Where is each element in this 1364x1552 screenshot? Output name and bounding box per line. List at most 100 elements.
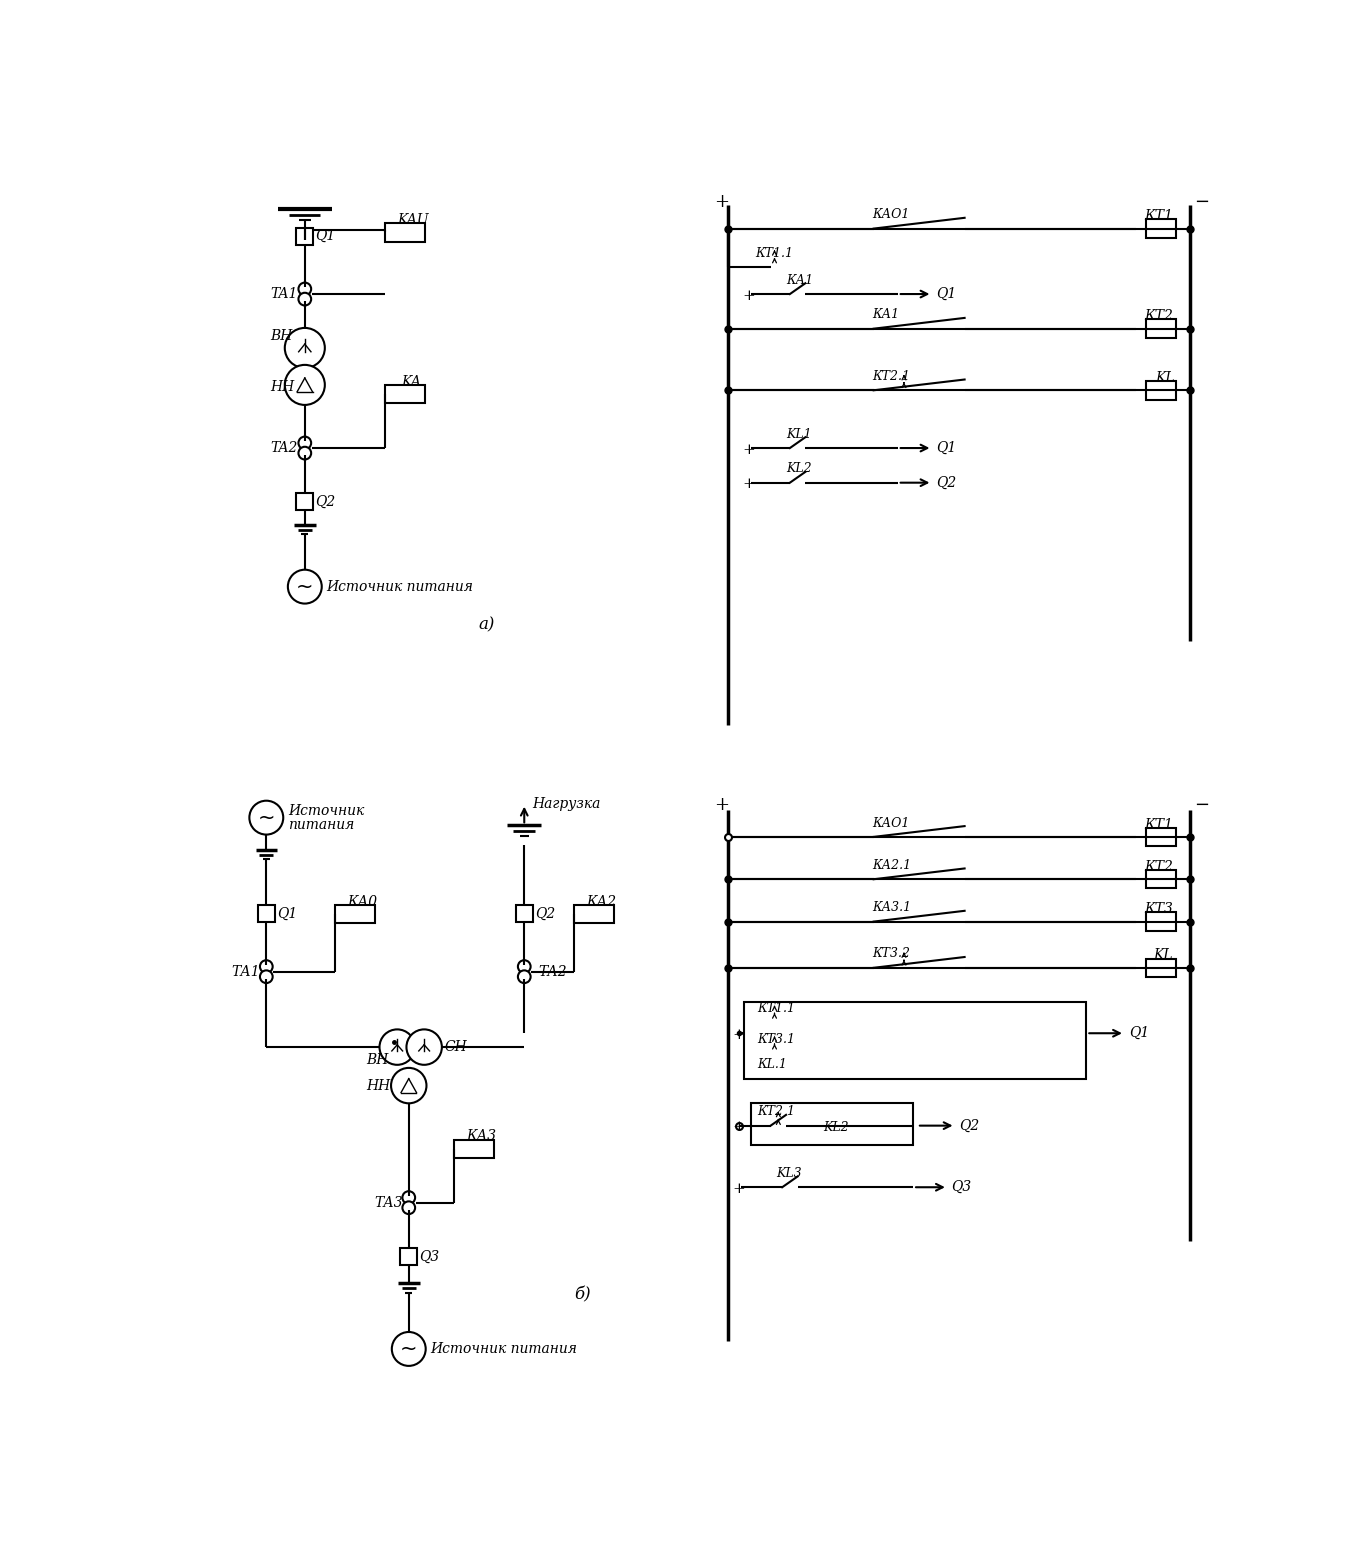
Bar (296, 228, 314, 245)
Circle shape (406, 1029, 442, 1065)
Text: Q3: Q3 (420, 1249, 439, 1263)
Text: ТА2: ТА2 (539, 965, 567, 979)
Bar (516, 905, 533, 922)
Text: +: + (732, 1121, 745, 1135)
Text: КТ2: КТ2 (1144, 309, 1173, 323)
Text: КТ2.1: КТ2.1 (872, 369, 910, 383)
Text: +: + (732, 1181, 745, 1195)
Text: −: − (1194, 796, 1210, 815)
Text: КТ1: КТ1 (1144, 210, 1173, 223)
Text: КТ1: КТ1 (1144, 818, 1173, 832)
Text: КА0: КА0 (348, 894, 378, 908)
Text: КL.1: КL.1 (757, 1057, 787, 1071)
Text: TA1: TA1 (270, 287, 297, 301)
Text: KL3: KL3 (776, 1167, 802, 1180)
Bar (400, 1248, 417, 1265)
Text: КТ1.1: КТ1.1 (756, 247, 794, 259)
Circle shape (288, 570, 322, 604)
Text: СН: СН (445, 1040, 468, 1054)
Text: а): а) (477, 616, 494, 633)
Text: ~: ~ (296, 577, 314, 596)
Text: KL1: KL1 (786, 428, 812, 441)
Bar (1146, 219, 1176, 237)
Circle shape (261, 970, 273, 982)
Bar (385, 223, 426, 242)
Text: питания: питания (288, 818, 355, 832)
Text: +: + (732, 1027, 745, 1041)
Text: ~: ~ (400, 1339, 417, 1360)
Bar (296, 494, 314, 511)
Text: ТА3: ТА3 (374, 1195, 402, 1209)
Text: Нагрузка: Нагрузка (532, 796, 600, 810)
Circle shape (391, 1332, 426, 1366)
Text: +: + (742, 476, 754, 492)
Text: Q1: Q1 (1129, 1026, 1148, 1040)
Bar (752, 1102, 913, 1145)
Circle shape (402, 1201, 415, 1214)
Bar (258, 905, 274, 922)
Text: Q1: Q1 (936, 441, 956, 455)
Text: КТ3.2: КТ3.2 (872, 947, 910, 961)
Circle shape (250, 801, 284, 835)
Circle shape (379, 1029, 415, 1065)
Text: КА1: КА1 (786, 273, 813, 287)
Text: КТ3.1: КТ3.1 (757, 1034, 795, 1046)
Text: КА1: КА1 (872, 309, 899, 321)
Bar (573, 905, 614, 923)
Text: КТ1.1: КТ1.1 (757, 1003, 795, 1015)
Text: Q1: Q1 (315, 230, 336, 244)
Text: TA2: TA2 (270, 441, 297, 455)
Circle shape (261, 961, 273, 973)
Circle shape (285, 327, 325, 368)
Text: КТ3: КТ3 (1144, 902, 1173, 916)
Circle shape (299, 447, 311, 459)
Circle shape (518, 961, 531, 973)
Text: ВН: ВН (270, 329, 292, 343)
Circle shape (299, 436, 311, 450)
Text: ТА1: ТА1 (232, 965, 261, 979)
Bar (1146, 959, 1176, 978)
Text: Q1: Q1 (936, 287, 956, 301)
Text: Q2: Q2 (535, 906, 555, 920)
Text: ~: ~ (258, 807, 276, 827)
Text: КТ2: КТ2 (1144, 860, 1173, 874)
Text: +: + (715, 796, 730, 815)
Text: КА3: КА3 (466, 1130, 496, 1144)
Text: Q2: Q2 (315, 495, 336, 509)
Text: Источник: Источник (288, 804, 364, 818)
Text: Q2: Q2 (936, 476, 956, 490)
Bar (1146, 320, 1176, 338)
Text: КТ2 1: КТ2 1 (757, 1105, 795, 1119)
Circle shape (299, 282, 311, 295)
Text: Q1: Q1 (277, 906, 297, 920)
Text: Источник питания: Источник питания (326, 579, 473, 593)
Circle shape (299, 293, 311, 306)
Text: +: + (742, 289, 754, 303)
Bar (1146, 913, 1176, 931)
Text: KL2: KL2 (786, 462, 812, 475)
Text: Источник питания: Источник питания (430, 1342, 577, 1356)
Text: +: + (715, 192, 730, 211)
Circle shape (285, 365, 325, 405)
Bar (743, 1003, 1086, 1080)
Circle shape (402, 1192, 415, 1204)
Bar (385, 385, 426, 404)
Bar (1146, 827, 1176, 846)
Bar (334, 905, 375, 923)
Text: KL: KL (1154, 948, 1173, 962)
Text: KL2: KL2 (822, 1121, 848, 1135)
Text: б): б) (574, 1287, 591, 1304)
Text: КА3.1: КА3.1 (872, 902, 911, 914)
Bar (1146, 871, 1176, 888)
Text: −: − (1194, 192, 1210, 211)
Text: ВН: ВН (367, 1054, 389, 1068)
Text: Q2: Q2 (959, 1119, 979, 1133)
Text: КА2: КА2 (587, 894, 617, 908)
Circle shape (518, 970, 531, 982)
Bar (1146, 382, 1176, 399)
Text: КАО1: КАО1 (872, 816, 910, 829)
Text: Q3: Q3 (952, 1180, 973, 1193)
Text: KL: KL (1155, 371, 1176, 385)
Text: КА2.1: КА2.1 (872, 858, 911, 872)
Bar (454, 1139, 494, 1158)
